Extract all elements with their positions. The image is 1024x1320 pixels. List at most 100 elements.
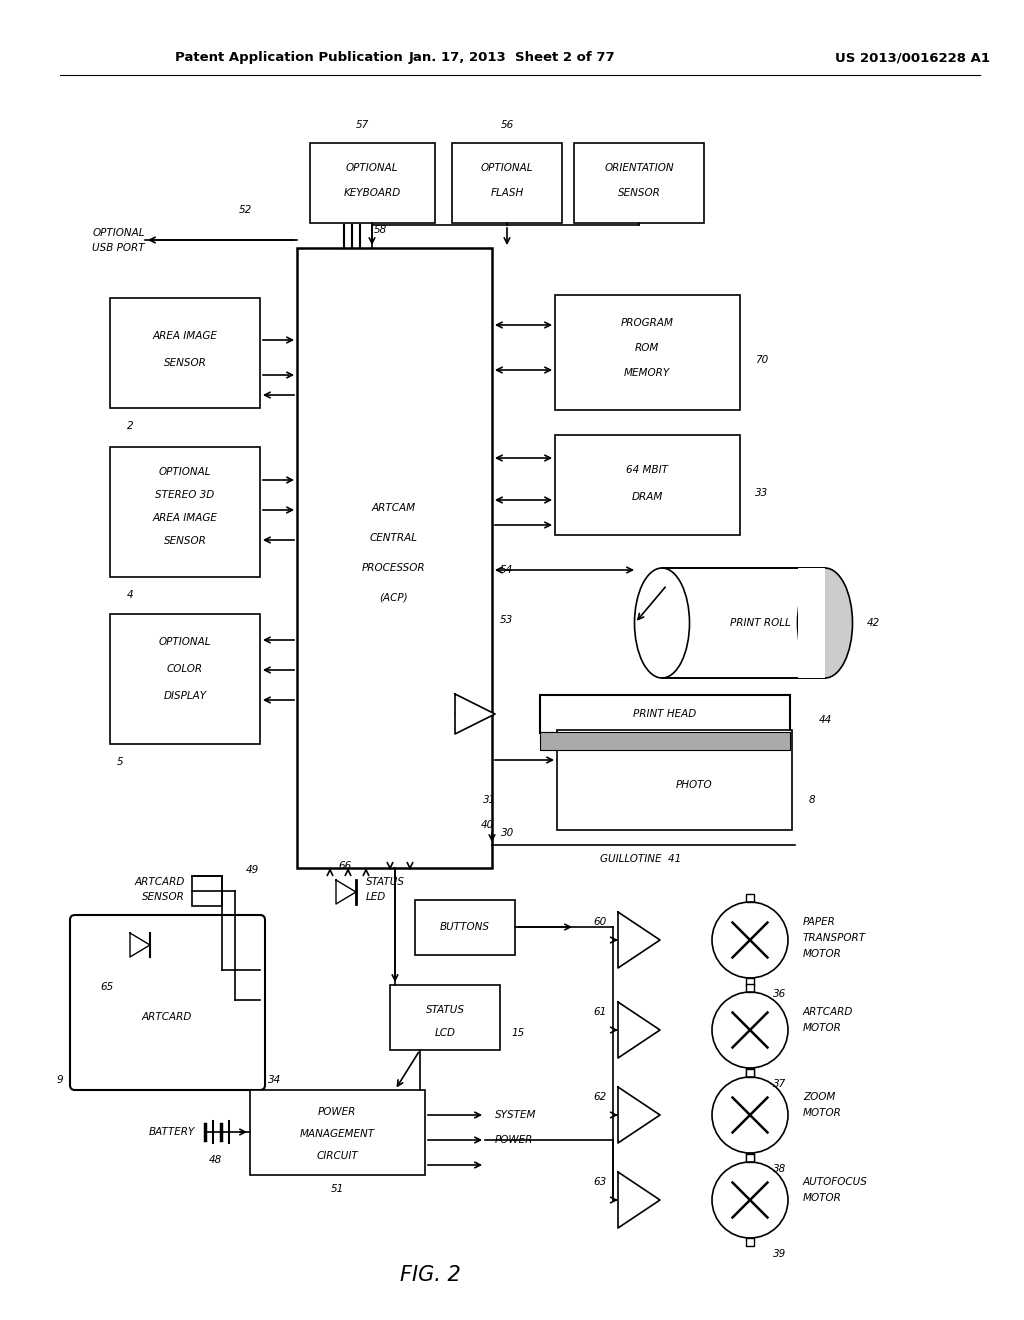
Text: PHOTO: PHOTO [676,780,713,789]
Bar [662,568,825,678]
Text: 63: 63 [593,1177,606,1187]
Text: 66: 66 [338,861,351,871]
Polygon shape [130,933,150,957]
Text: OPTIONAL: OPTIONAL [92,228,145,238]
Polygon shape [618,1086,660,1143]
FancyBboxPatch shape [390,985,500,1049]
Text: PRINT HEAD: PRINT HEAD [634,709,696,719]
FancyBboxPatch shape [746,1154,754,1162]
Text: 51: 51 [331,1184,344,1195]
Text: 30: 30 [502,828,515,838]
Text: PROGRAM: PROGRAM [621,318,674,327]
Text: 64 MBIT: 64 MBIT [626,465,668,475]
Polygon shape [618,1002,660,1059]
Text: STATUS: STATUS [426,1005,465,1015]
Text: 65: 65 [100,982,114,993]
Text: Jan. 17, 2013  Sheet 2 of 77: Jan. 17, 2013 Sheet 2 of 77 [409,51,615,65]
Text: PAPER: PAPER [803,917,836,927]
Text: 8: 8 [809,795,815,805]
FancyBboxPatch shape [310,143,435,223]
Text: SENSOR: SENSOR [164,536,207,546]
Text: FLASH: FLASH [490,187,523,198]
Text: ARTCARD: ARTCARD [141,1012,193,1022]
Text: ZOOM: ZOOM [803,1092,836,1102]
Text: 57: 57 [355,120,369,129]
Text: STEREO 3D: STEREO 3D [156,490,215,500]
Ellipse shape [635,568,689,678]
Text: STATUS: STATUS [366,876,406,887]
Text: SENSOR: SENSOR [142,892,185,902]
Text: BUTTONS: BUTTONS [440,921,490,932]
Text: 5: 5 [117,756,123,767]
Text: OPTIONAL: OPTIONAL [480,162,534,173]
FancyBboxPatch shape [746,1068,754,1076]
Text: POWER: POWER [317,1107,356,1117]
Text: SENSOR: SENSOR [617,187,660,198]
FancyBboxPatch shape [250,1090,425,1175]
Text: MANAGEMENT: MANAGEMENT [299,1129,375,1139]
FancyBboxPatch shape [193,876,222,906]
Text: 56: 56 [501,120,514,129]
Polygon shape [618,1172,660,1228]
FancyBboxPatch shape [746,1152,754,1162]
Text: POWER: POWER [495,1135,534,1144]
Polygon shape [455,694,495,734]
Text: 62: 62 [593,1092,606,1102]
Text: ARTCARD: ARTCARD [803,1007,853,1016]
FancyBboxPatch shape [70,915,265,1090]
FancyBboxPatch shape [746,894,754,902]
Text: 58: 58 [374,224,387,235]
Text: Patent Application Publication: Patent Application Publication [175,51,402,65]
Text: OPTIONAL: OPTIONAL [159,467,211,477]
Text: 39: 39 [773,1249,786,1259]
Text: 70: 70 [756,355,769,366]
FancyBboxPatch shape [746,983,754,993]
Text: OPTIONAL: OPTIONAL [159,638,211,647]
FancyBboxPatch shape [110,447,260,577]
Text: PROCESSOR: PROCESSOR [362,564,426,573]
Text: ARTCARD: ARTCARD [134,876,185,887]
Text: GUILLOTINE  41: GUILLOTINE 41 [600,854,681,865]
Text: 53: 53 [500,615,513,624]
FancyBboxPatch shape [746,978,754,986]
Text: AREA IMAGE: AREA IMAGE [153,513,217,523]
FancyBboxPatch shape [746,1238,754,1246]
Text: MOTOR: MOTOR [803,949,842,960]
FancyBboxPatch shape [110,614,260,744]
Text: TRANSPORT: TRANSPORT [803,933,866,942]
Text: 52: 52 [239,205,252,215]
Text: 4: 4 [127,590,133,601]
Text: DISPLAY: DISPLAY [164,690,207,701]
Text: MOTOR: MOTOR [803,1107,842,1118]
Text: SENSOR: SENSOR [164,358,207,368]
Text: 48: 48 [208,1155,221,1166]
FancyBboxPatch shape [452,143,562,223]
Text: 54: 54 [500,565,513,576]
Text: LED: LED [366,892,386,902]
FancyBboxPatch shape [415,900,515,954]
Text: 2: 2 [127,421,133,432]
FancyBboxPatch shape [555,436,740,535]
FancyBboxPatch shape [297,248,492,869]
Text: 60: 60 [593,917,606,927]
Text: MOTOR: MOTOR [803,1023,842,1034]
Text: AREA IMAGE: AREA IMAGE [153,331,217,341]
Text: (ACP): (ACP) [380,593,409,603]
Polygon shape [618,912,660,968]
Text: 49: 49 [246,865,259,875]
FancyBboxPatch shape [540,696,790,733]
Text: ROM: ROM [635,343,659,352]
Text: LCD: LCD [434,1028,456,1038]
Text: 44: 44 [818,715,831,725]
FancyBboxPatch shape [540,733,790,750]
Bar [798,568,825,678]
Text: 31: 31 [483,795,497,805]
Text: 36: 36 [773,989,786,999]
Text: COLOR: COLOR [167,664,203,675]
Text: CENTRAL: CENTRAL [370,533,418,543]
Text: KEYBOARD: KEYBOARD [343,187,400,198]
Text: OPTIONAL: OPTIONAL [346,162,398,173]
Text: MOTOR: MOTOR [803,1193,842,1203]
Text: CIRCUIT: CIRCUIT [316,1151,357,1162]
FancyBboxPatch shape [746,1069,754,1077]
